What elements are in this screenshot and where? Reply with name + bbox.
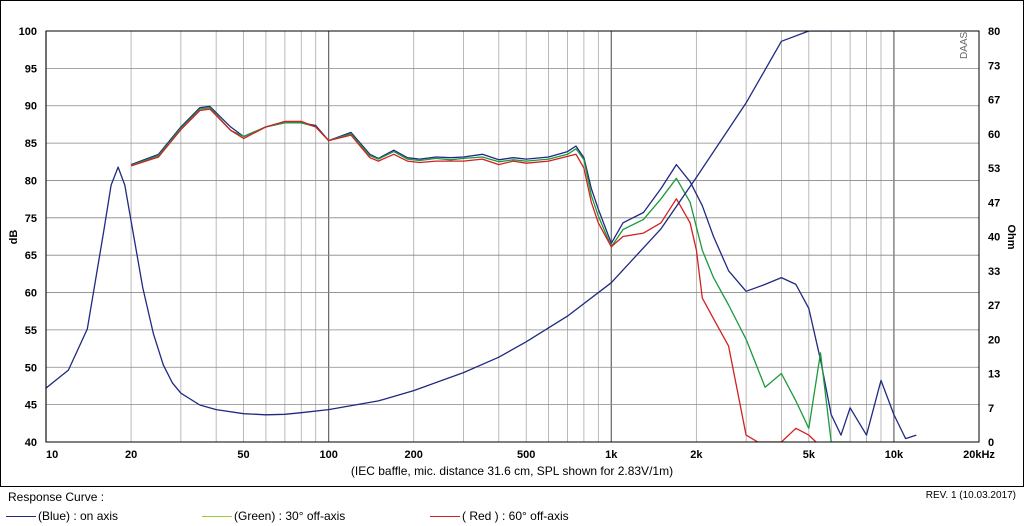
x-tick-label: 1k [605,449,618,461]
y-right-tick-label: 40 [988,232,1000,244]
legend-swatch-red [430,516,460,518]
series-line-2 [130,108,817,442]
y-left-tick-label: 85 [25,138,37,150]
y-left-tick-label: 55 [25,325,37,337]
legend-item-green: (Green) : 30° off-axis [202,509,345,523]
y-right-tick-label: 0 [988,437,994,449]
x-tick-label: 10 [46,449,58,461]
frequency-response-chart: 10 20 50 100 200 500 1k 2k 5k 10k 20kHz10095908580… [8,26,1017,478]
series-line-3 [46,31,851,416]
y-right-tick-label: 53 [988,163,1000,175]
x-tick-label: 50 [237,449,249,461]
y-right-tick-label: 7 [988,403,994,415]
y-left-tick-label: 45 [25,400,37,412]
y-left-tick-label: 95 [25,63,37,75]
x-tick-label: 200 [405,449,423,461]
plot-area [45,30,980,443]
y-left-tick-label: 100 [19,26,37,38]
y-right-tick-label: 67 [988,95,1000,107]
series-line-0 [130,105,917,440]
y-right-tick-label: 47 [988,197,1000,209]
y-right-tick-label: 60 [988,129,1000,141]
y-right-tick-label: 13 [988,369,1000,381]
x-tick-label: 100 [319,449,337,461]
chart-frame: 10 20 50 100 200 500 1k 2k 5k 10k 20kHz 100 95 90 85 80… [0,0,1024,487]
y-left-tick-label: 80 [25,175,37,187]
legend-label-red: ( Red ) : 60° off-axis [462,509,569,523]
y-left-tick-label: 60 [25,288,37,300]
revision-label: REV. 1 (10.03.2017) [925,490,1016,501]
y-right-tick-label: 73 [988,60,1000,72]
y-right-tick-label: 33 [988,266,1000,278]
ticks-layer: 10 20 50 100 200 500 1k 2k 5k 10k 20kHz10095908580… [19,26,1001,461]
x-tick-label: 10k [885,449,904,461]
x-tick-label: 20kHz [963,449,995,461]
x-tick-label: 500 [517,449,535,461]
y-left-tick-label: 50 [25,362,37,374]
legend-item-blue: (Blue) : on axis [6,509,118,523]
y-right-tick-label: 80 [988,26,1000,38]
y-left-tick-label: 90 [25,101,37,113]
legend-item-red: ( Red ) : 60° off-axis [430,509,569,523]
legend-swatch-blue [6,516,36,518]
watermark: DAAS [959,31,970,59]
x-tick-label: 2k [690,449,703,461]
series-layer [46,31,917,442]
legend-label-green: (Green) : 30° off-axis [234,509,346,523]
y-left-tick-label: 65 [25,250,37,262]
x-tick-label: 5k [803,449,816,461]
x-tick-label: 20 [125,449,137,461]
y-axis-left-title: dB [8,230,20,245]
y-right-tick-label: 20 [988,334,1000,346]
y-left-tick-label: 75 [25,213,37,225]
y-right-tick-label: 27 [988,300,1000,312]
y-left-tick-label: 40 [25,437,37,449]
legend-title: Response Curve : [8,490,105,504]
series-line-1 [130,107,851,442]
chart-caption: (IEC baffle, mic. distance 31.6 cm, SPL … [351,464,673,478]
legend-swatch-green [202,516,232,518]
grid [45,30,980,443]
y-axis-right-title: Ohm [1005,224,1017,249]
legend-label-blue: (Blue) : on axis [38,509,119,523]
